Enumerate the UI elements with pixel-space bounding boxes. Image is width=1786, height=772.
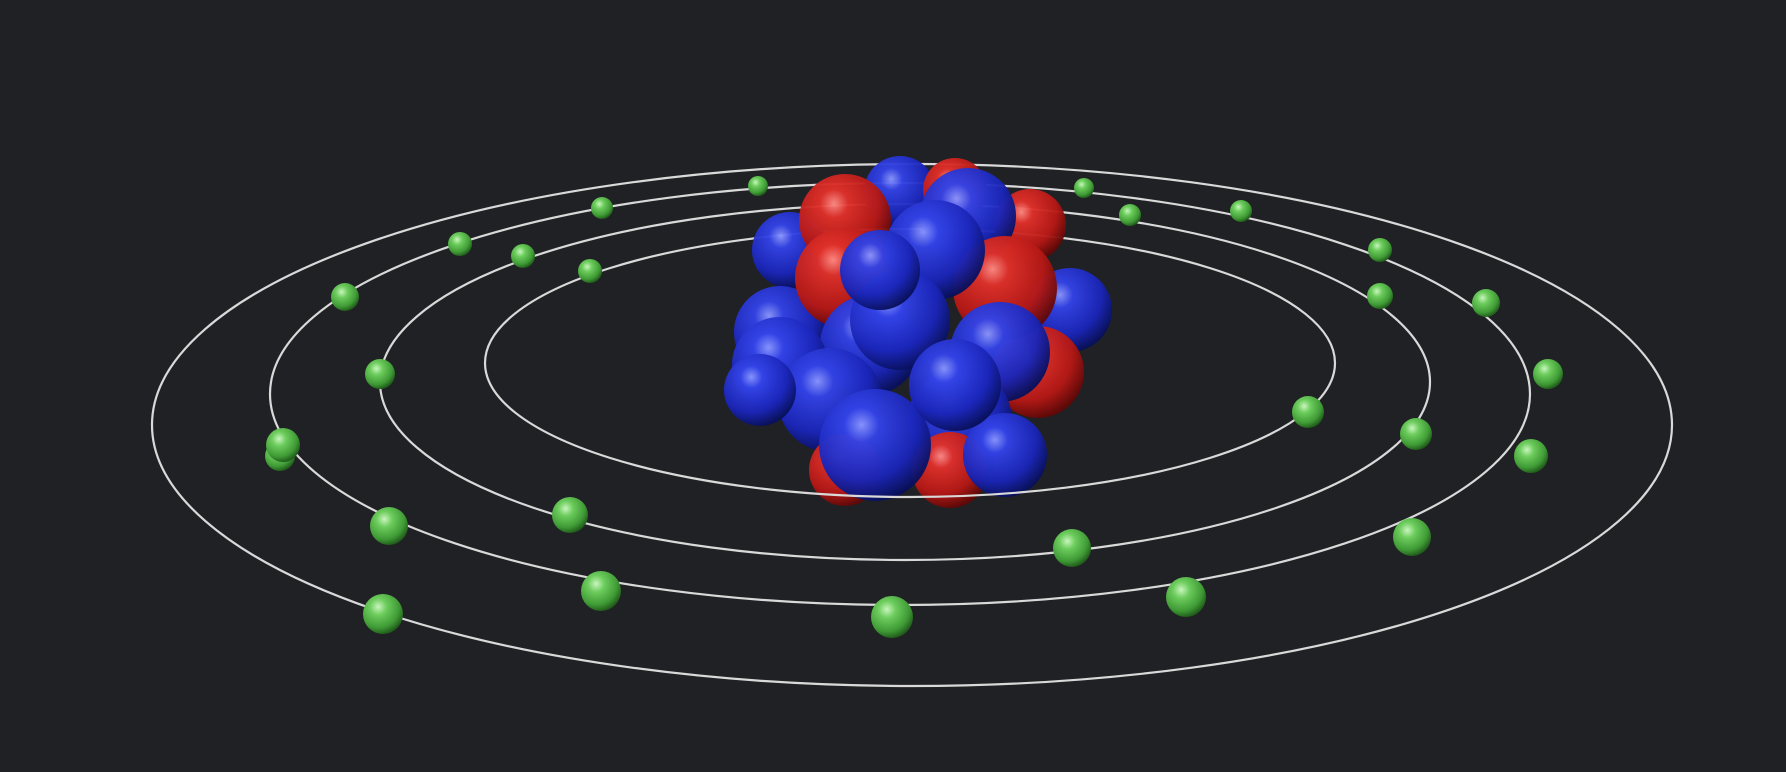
neutron: [724, 354, 796, 426]
orbit-ring-2-front: [378, 381, 1432, 562]
electron: [1368, 238, 1392, 262]
electron: [578, 259, 602, 283]
electron: [365, 359, 395, 389]
electron: [1533, 359, 1563, 389]
electron: [1166, 577, 1206, 617]
neutron: [963, 413, 1047, 497]
electron: [1074, 178, 1094, 198]
electron: [1400, 418, 1432, 450]
electron: [552, 497, 588, 533]
nucleus: [724, 156, 1112, 508]
electron: [266, 428, 300, 462]
neutron: [909, 339, 1001, 431]
electron: [370, 507, 408, 545]
electron: [1230, 200, 1252, 222]
orbit-ring-1-front: [483, 362, 1337, 499]
electron: [1367, 283, 1393, 309]
electron: [1119, 204, 1141, 226]
neutron: [840, 230, 920, 310]
electron: [1053, 529, 1091, 567]
electron: [448, 232, 472, 256]
electron: [871, 596, 913, 638]
electrons-back: [331, 176, 1500, 317]
electron: [1393, 518, 1431, 556]
electron: [363, 594, 403, 634]
electron: [1292, 396, 1324, 428]
electron: [591, 197, 613, 219]
electron: [511, 244, 535, 268]
electrons-front: [265, 359, 1563, 638]
electron: [1514, 439, 1548, 473]
neutron: [819, 389, 931, 501]
orbit-ring-4-front: [150, 424, 1674, 688]
electron: [1472, 289, 1500, 317]
electron: [748, 176, 768, 196]
electron: [581, 571, 621, 611]
electron: [331, 283, 359, 311]
